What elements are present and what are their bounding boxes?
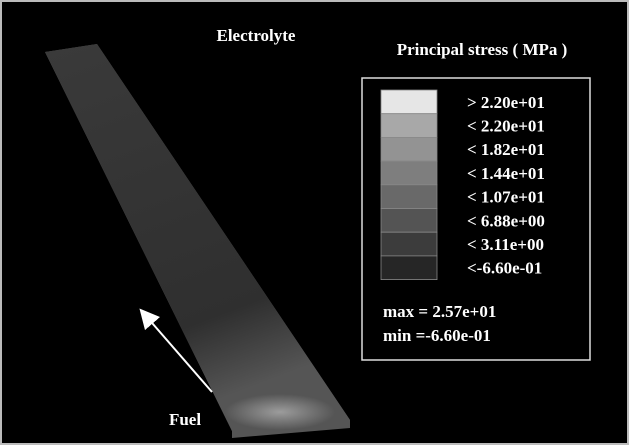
- legend-swatch: [381, 185, 437, 209]
- stress-hotspot: [225, 394, 335, 430]
- legend-label: > 2.20e+01: [467, 93, 545, 112]
- legend-swatch: [381, 209, 437, 233]
- legend-min: min =-6.60e-01: [383, 326, 491, 345]
- legend-max: max = 2.57e+01: [383, 302, 496, 321]
- legend-title: Principal stress ( MPa ): [397, 40, 568, 59]
- fuel-label: Fuel: [169, 410, 201, 429]
- legend-swatch: [381, 232, 437, 256]
- legend-label: <-6.60e-01: [467, 259, 542, 278]
- legend-swatch: [381, 114, 437, 138]
- legend-swatch: [381, 161, 437, 185]
- page: Fuel Electrolyte Principal stress ( MPa …: [0, 0, 629, 445]
- legend-swatch: [381, 90, 437, 114]
- legend-label: < 3.11e+00: [467, 235, 544, 254]
- legend-label: < 6.88e+00: [467, 211, 545, 230]
- plate-label: Electrolyte: [217, 26, 296, 45]
- legend-label: < 1.44e+01: [467, 164, 545, 183]
- legend-swatch: [381, 256, 437, 280]
- legend-swatch: [381, 137, 437, 161]
- legend-label: < 1.07e+01: [467, 188, 545, 207]
- legend-label: < 2.20e+01: [467, 116, 545, 135]
- figure: Fuel Electrolyte Principal stress ( MPa …: [0, 0, 629, 445]
- legend-label: < 1.82e+01: [467, 140, 545, 159]
